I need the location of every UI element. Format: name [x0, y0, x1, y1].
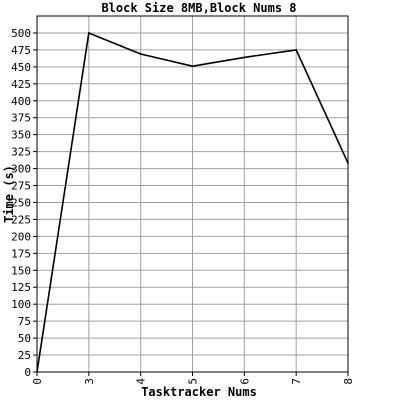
- chart-title: Block Size 8MB,Block Nums 8: [101, 1, 296, 15]
- plot-border: [36, 15, 349, 373]
- data-point: [191, 65, 194, 67]
- x-tick-label: 6: [238, 378, 251, 385]
- y-tick-label: 425: [11, 78, 31, 91]
- y-tick-label: 300: [11, 163, 31, 176]
- x-tick-label: 5: [187, 378, 200, 385]
- y-tick-label: 50: [18, 332, 31, 345]
- grid-lines: [37, 16, 348, 372]
- x-tick-label: 3: [83, 378, 96, 385]
- y-tick-label: 400: [11, 95, 31, 108]
- y-axis-label: Time (s): [2, 165, 16, 223]
- y-tick-label: 375: [11, 112, 31, 125]
- y-tick-label: 475: [11, 44, 31, 57]
- x-tick-label: 8: [342, 378, 355, 385]
- y-tick-label: 100: [11, 298, 31, 311]
- y-tick-label: 0: [24, 366, 31, 379]
- y-tick-label: 125: [11, 281, 31, 294]
- y-tick-label: 75: [18, 315, 31, 328]
- y-tick-label: 250: [11, 196, 31, 209]
- data-point: [139, 53, 142, 55]
- y-tick-label: 350: [11, 129, 31, 142]
- y-tick-label: 175: [11, 247, 31, 260]
- data-point: [88, 32, 90, 34]
- y-tick-label: 25: [18, 349, 31, 362]
- y-tick-label: 450: [11, 61, 31, 74]
- x-tick-label: 4: [135, 378, 148, 385]
- y-tick-label: 325: [11, 146, 31, 159]
- x-axis-label: Tasktracker Nums: [141, 385, 257, 399]
- axis-ticks: 0255075100125150175200225250275300325350…: [11, 27, 355, 385]
- y-tick-label: 275: [11, 180, 31, 193]
- y-tick-label: 150: [11, 264, 31, 277]
- y-tick-label: 500: [11, 27, 31, 40]
- data-point: [243, 56, 246, 59]
- y-tick-label: 200: [11, 230, 31, 243]
- x-tick-label: 7: [290, 378, 303, 385]
- y-tick-label: 225: [11, 213, 31, 226]
- data-point: [295, 49, 297, 51]
- x-tick-label: 0: [31, 378, 44, 385]
